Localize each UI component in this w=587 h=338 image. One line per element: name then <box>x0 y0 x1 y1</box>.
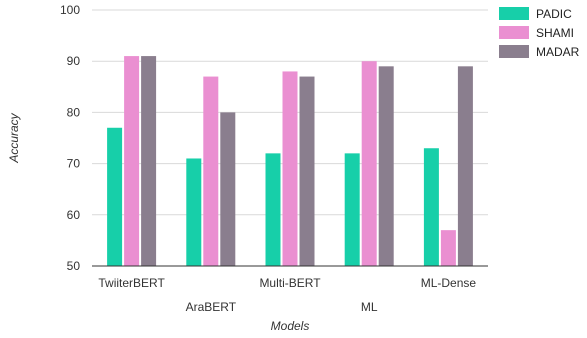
bar-shami-arabert <box>203 76 219 266</box>
y-tick-label: 100 <box>60 3 80 17</box>
bar-shami-multi-bert <box>282 71 298 266</box>
bar-padic-multi-bert <box>265 153 281 266</box>
x-tick-labels: TwiiterBERT AraBERT Multi-BERT ML ML-Dense <box>98 276 476 314</box>
legend-label-padic: PADIC <box>536 7 572 21</box>
bar-madar-multi-bert <box>299 76 315 266</box>
y-tick-label: 60 <box>67 208 81 222</box>
x-tick-label: Multi-BERT <box>259 276 321 290</box>
legend-label-shami: SHAMI <box>536 26 574 40</box>
bar-madar-twiiterbert <box>141 56 157 266</box>
bar-madar-ml <box>378 66 394 266</box>
bar-shami-ml <box>361 61 377 267</box>
bars <box>107 56 473 267</box>
bar-padic-twiiterbert <box>107 127 123 266</box>
y-tick-label: 50 <box>67 259 81 273</box>
bar-padic-ml <box>344 153 360 266</box>
y-tick-label: 70 <box>67 157 81 171</box>
x-tick-label: ML-Dense <box>421 276 477 290</box>
y-tick-labels: 50 60 70 80 90 100 <box>60 3 80 273</box>
x-tick-label: TwiiterBERT <box>98 276 165 290</box>
x-axis-label: Models <box>271 319 310 333</box>
y-tick-label: 80 <box>67 105 81 119</box>
legend-swatch-shami <box>499 26 529 39</box>
bar-madar-arabert <box>220 112 236 267</box>
x-tick-label: AraBERT <box>186 300 237 314</box>
y-tick-label: 90 <box>67 54 81 68</box>
bar-madar-ml-dense <box>457 66 473 266</box>
bar-padic-ml-dense <box>423 148 439 266</box>
bar-shami-twiiterbert <box>124 56 140 266</box>
bar-shami-ml-dense <box>440 230 456 266</box>
y-axis-label: Accuracy <box>7 112 21 163</box>
legend-swatch-padic <box>499 7 529 20</box>
legend: PADIC SHAMI MADAR <box>499 7 580 59</box>
legend-swatch-madar <box>499 45 529 58</box>
legend-label-madar: MADAR <box>536 45 580 59</box>
bar-padic-arabert <box>186 158 202 266</box>
x-tick-label: ML <box>361 300 378 314</box>
